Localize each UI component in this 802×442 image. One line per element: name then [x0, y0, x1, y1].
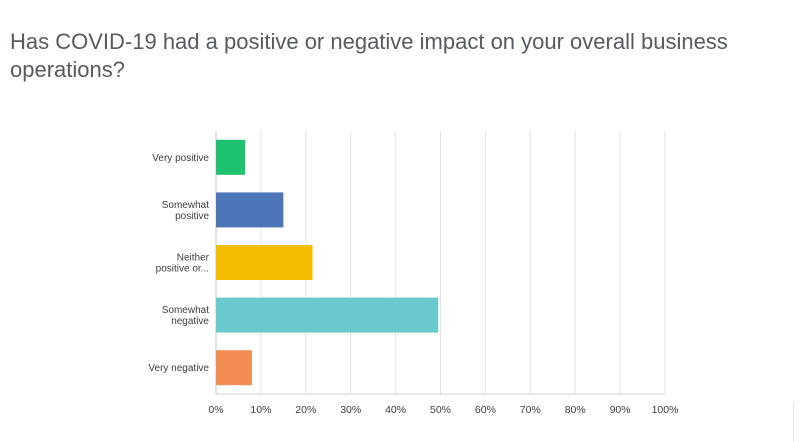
x-tick-label: 100% — [652, 404, 679, 416]
question-title: Has COVID-19 had a positive or negative … — [10, 29, 728, 82]
x-tick-label: 70% — [520, 404, 541, 416]
bar — [216, 139, 246, 175]
category-label: Very negative — [148, 363, 209, 374]
x-tick-label: 60% — [475, 404, 496, 416]
page-edge — [793, 402, 802, 442]
category-label: negative — [171, 316, 209, 327]
x-tick-label: 0% — [208, 404, 223, 416]
x-tick-label: 80% — [565, 404, 586, 416]
x-tick-label: 30% — [340, 404, 361, 416]
x-tick-label: 50% — [430, 404, 451, 416]
bar — [216, 245, 313, 280]
category-label: Neither — [177, 253, 210, 264]
category-label: Somewhat — [162, 305, 209, 316]
x-tick-label: 40% — [385, 404, 406, 416]
x-tick-label: 90% — [610, 404, 631, 416]
category-label: Somewhat — [162, 200, 209, 211]
category-label: Very positive — [152, 153, 209, 164]
bar — [216, 192, 284, 228]
category-label: positive — [175, 211, 209, 222]
bar — [216, 350, 252, 386]
x-tick-label: 10% — [250, 404, 271, 416]
x-tick-label: 20% — [295, 404, 316, 416]
bar — [216, 297, 439, 333]
category-label: positive or... — [156, 264, 209, 275]
